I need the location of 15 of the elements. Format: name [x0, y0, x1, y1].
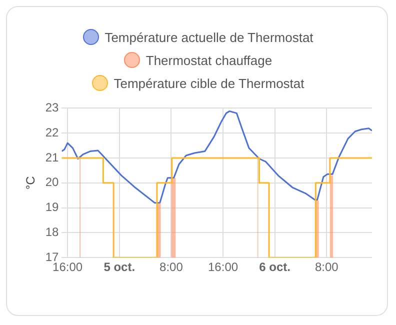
- x-tick-label: 5 oct.: [104, 260, 136, 274]
- y-tick-label: 18: [45, 225, 60, 240]
- y-tick-label: 22: [45, 125, 60, 140]
- x-tick-label: 8:00: [314, 260, 339, 274]
- legend-label: Température actuelle de Thermostat: [104, 29, 314, 47]
- y-tick-label: 21: [45, 150, 60, 164]
- y-tick-label: 23: [45, 100, 60, 115]
- legend-label: Température cible de Thermostat: [112, 75, 306, 93]
- y-tick-label: 20: [45, 175, 60, 190]
- y-tick-label: 19: [45, 200, 60, 214]
- y-axis-title: °C: [24, 176, 38, 190]
- legend-label: Thermostat chauffage: [144, 52, 274, 70]
- x-tick-label: 6 oct.: [259, 260, 291, 274]
- x-tick-label: 16:00: [208, 260, 238, 274]
- x-tick-label: 8:00: [160, 260, 184, 274]
